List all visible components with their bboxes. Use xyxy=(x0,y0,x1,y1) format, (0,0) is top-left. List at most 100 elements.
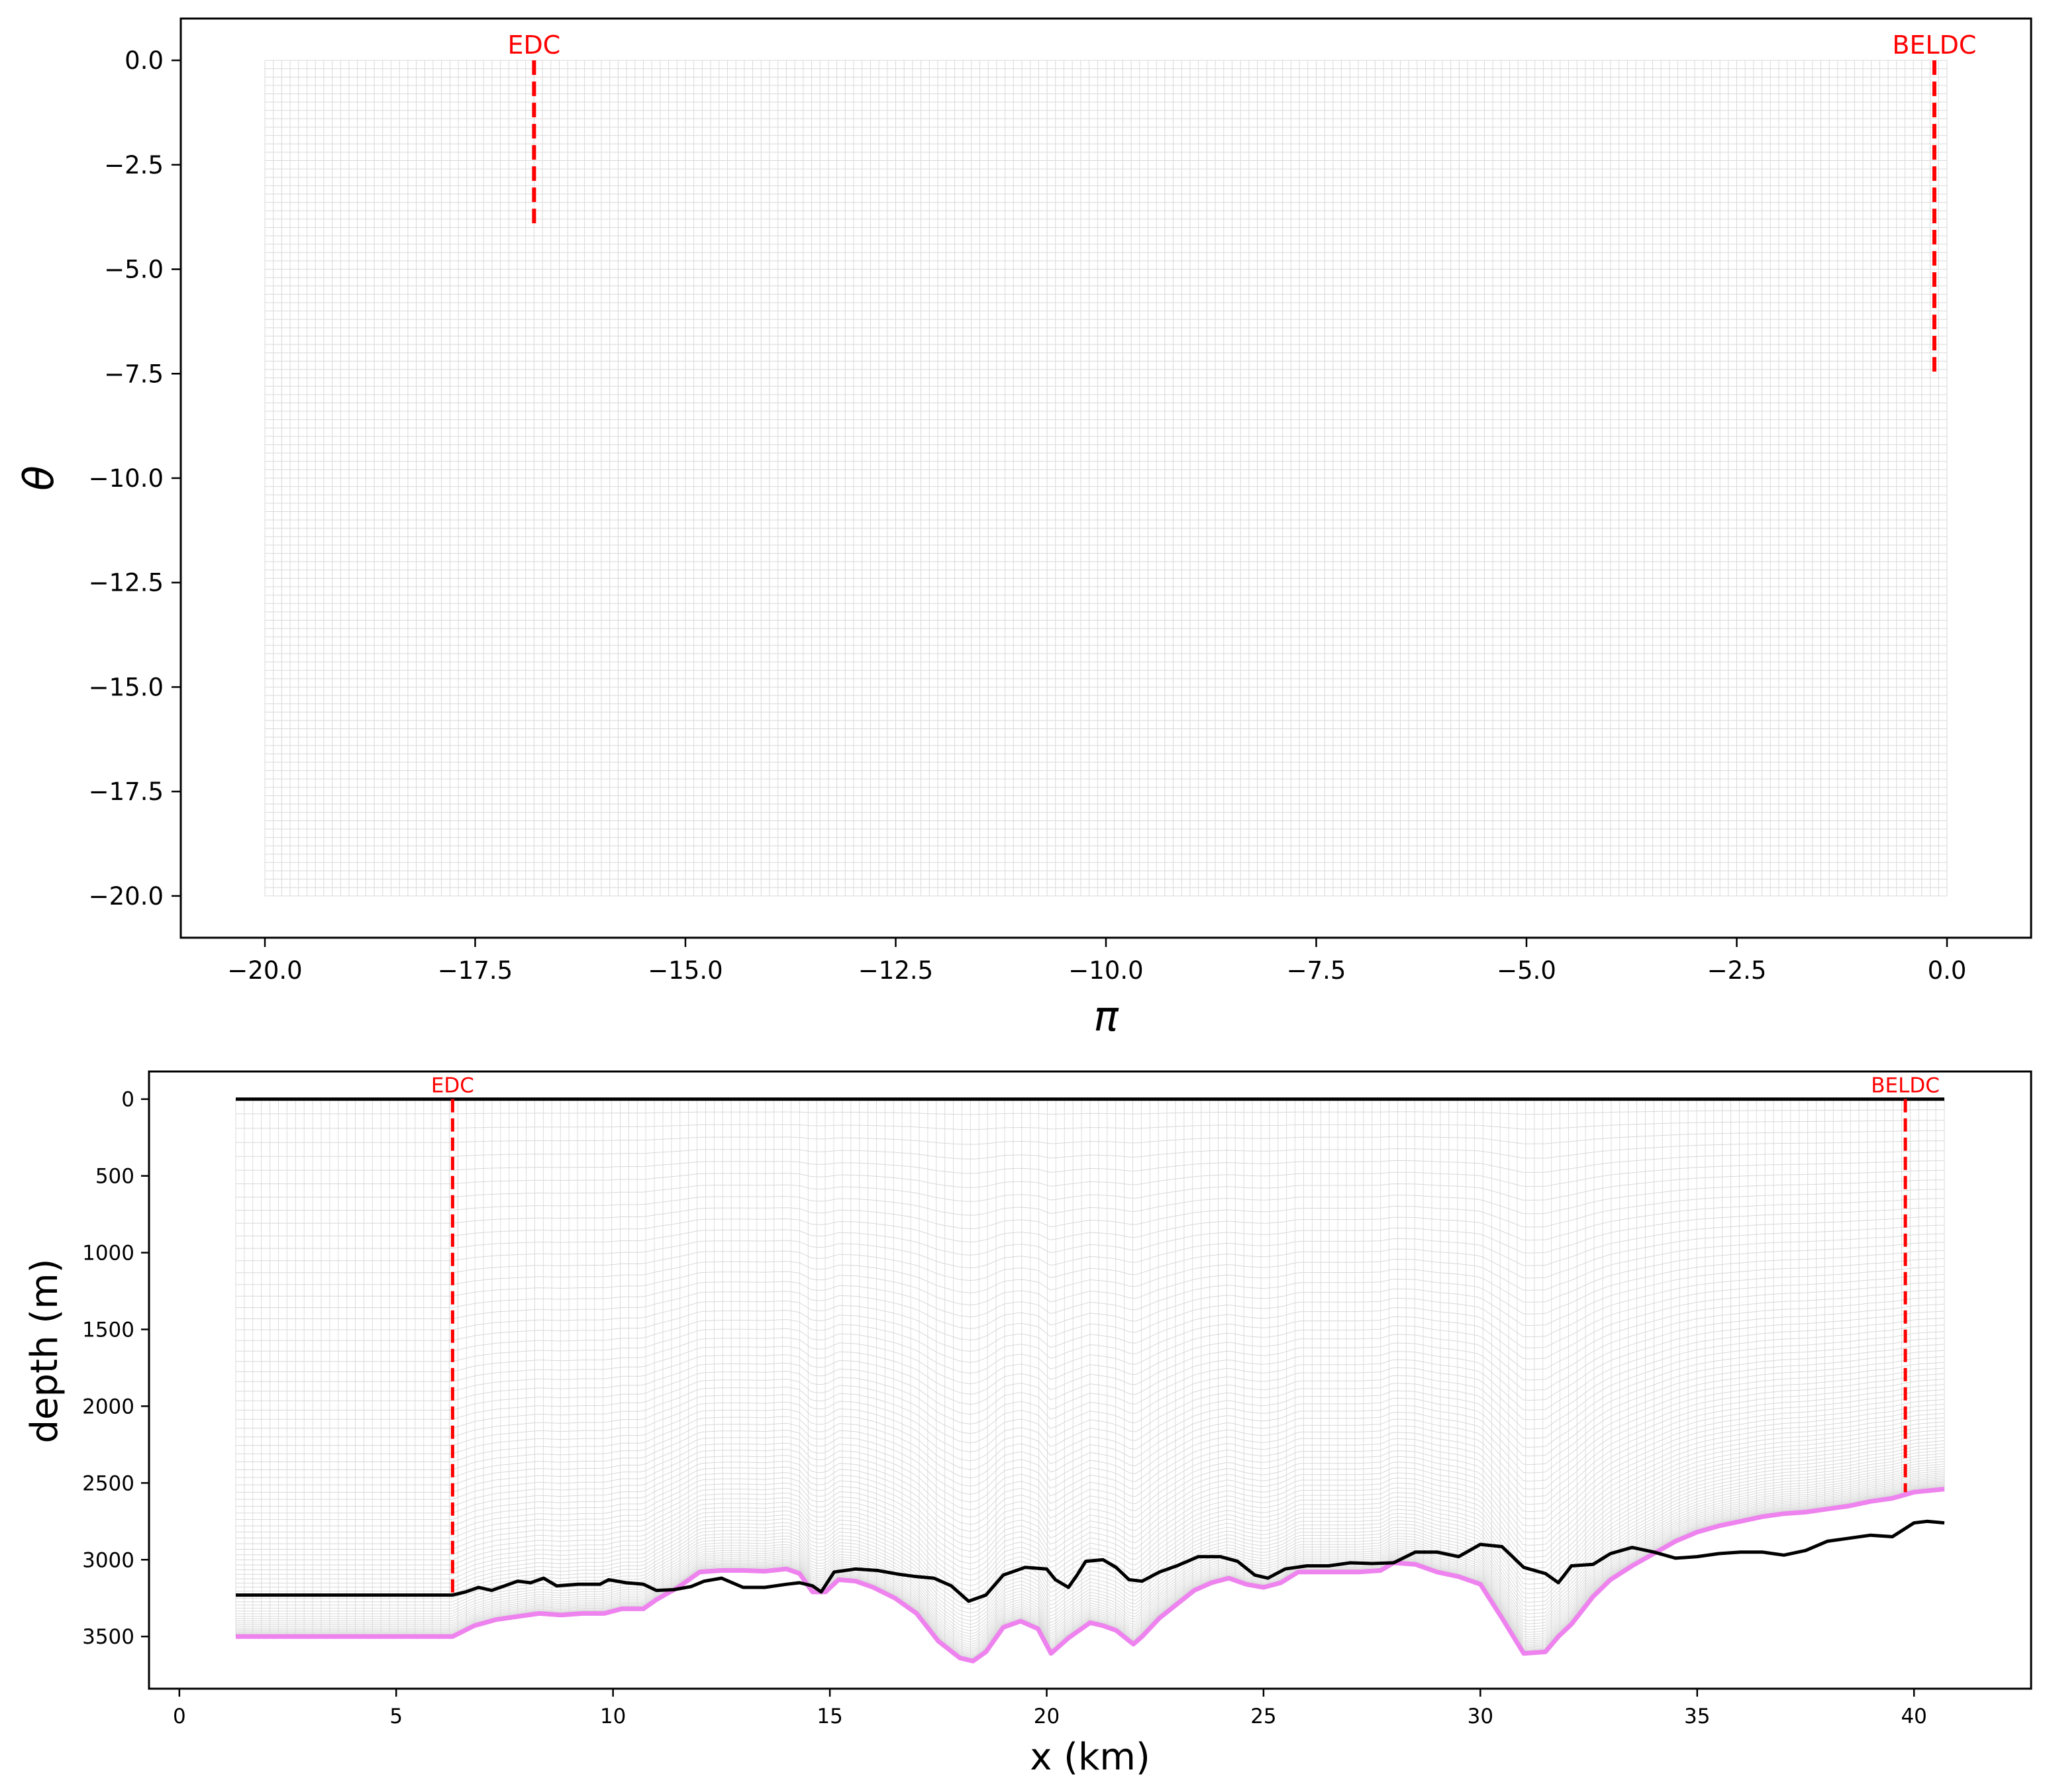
y-axis-label: depth (m) xyxy=(23,1258,66,1443)
grid-line-layer xyxy=(236,1331,1945,1434)
x-axis-label: π xyxy=(1093,992,1119,1040)
grid-line-layer xyxy=(236,1461,1945,1621)
grid-line-layer xyxy=(236,1130,1945,1145)
grid-line-layer xyxy=(236,1483,1945,1654)
grid-line-layer xyxy=(236,1470,1945,1634)
grid-line-layer xyxy=(236,1266,1945,1341)
grid-line-layer xyxy=(236,1216,1945,1269)
grid-line-layer xyxy=(236,1479,1945,1647)
grid-line-layer xyxy=(236,1453,1945,1610)
marker-lines: EDC BELDC xyxy=(507,30,1976,374)
grid-line-layer xyxy=(236,1481,1945,1651)
grid-line-layer xyxy=(236,1258,1945,1329)
y-tick-label: −2.5 xyxy=(104,151,164,179)
grid-line-layer xyxy=(236,1399,1945,1532)
y-tick-label: 500 xyxy=(95,1165,134,1189)
grid-line-layer xyxy=(236,1485,1945,1656)
grid-line-layer xyxy=(236,1273,1945,1352)
x-tick-label: 5 xyxy=(389,1705,403,1728)
grid-line-layer xyxy=(236,1456,1945,1614)
y-tick-label: −10.0 xyxy=(89,464,164,493)
x-tick-label: −7.5 xyxy=(1287,956,1346,985)
x-tick-label: −15.0 xyxy=(648,956,723,985)
y-axis-label: θ xyxy=(15,466,63,491)
grid-line-layer xyxy=(236,1384,1945,1511)
bottom-panel: EDC BELDC 0 5 10 15 20 25 30 35 40 0 500 1000 1500 20… xyxy=(23,1070,2032,1779)
y-ticks: 0 500 1000 1500 2000 2500 3000 3500 xyxy=(82,1088,149,1649)
x-tick-label: −2.5 xyxy=(1707,956,1767,985)
x-ticks: 0 5 10 15 20 25 30 35 40 xyxy=(173,1689,1927,1728)
grid-line-layer xyxy=(236,1486,1945,1658)
grid-mesh xyxy=(264,60,1948,897)
grid-line-layer xyxy=(236,1425,1945,1570)
grid-line-layer xyxy=(236,1379,1945,1503)
y-tick-label: −15.0 xyxy=(89,673,164,701)
x-tick-label: −10.0 xyxy=(1068,956,1143,985)
grid-line-layer xyxy=(236,1350,1945,1462)
grid-line-layer xyxy=(236,1477,1945,1645)
grid-line-layer xyxy=(236,1403,1945,1539)
grid-line-layer xyxy=(236,1170,1945,1202)
x-tick-label: −20.0 xyxy=(227,956,302,985)
x-ticks: −20.0 −17.5 −15.0 −12.5 −10.0 −7.5 −5.0 −2.5 0.0 xyxy=(227,938,1966,985)
grid-line-layer xyxy=(236,1480,1945,1649)
grid-line-layer xyxy=(236,1120,1945,1130)
grid-line-layer xyxy=(236,1466,1945,1628)
grid-line-layer xyxy=(236,1189,1945,1230)
grid-line-layer xyxy=(236,1429,1945,1575)
x-tick-label: 0.0 xyxy=(1928,956,1967,985)
grid-line-layer xyxy=(236,1109,1944,1115)
grid-line-layer xyxy=(236,1413,1945,1552)
grid-line-layer xyxy=(236,1468,1945,1632)
grid-line-layer xyxy=(236,1485,1945,1656)
grid-line-layer xyxy=(236,1483,1945,1652)
grid-mesh xyxy=(235,1099,1945,1661)
grid-line-layer xyxy=(236,1303,1945,1395)
grid-line-layer xyxy=(236,1474,1945,1640)
x-tick-label: 25 xyxy=(1250,1705,1276,1728)
grid-line-layer xyxy=(236,1281,1945,1363)
x-tick-label: 35 xyxy=(1684,1705,1710,1728)
y-tick-label: 2500 xyxy=(82,1471,134,1495)
x-axis-label: x (km) xyxy=(1030,1736,1150,1779)
grid-line-layer xyxy=(236,1311,1945,1405)
y-tick-label: 1000 xyxy=(82,1242,134,1266)
x-tick-label: 10 xyxy=(600,1705,626,1728)
marker-label-beldc: BELDC xyxy=(1892,30,1976,60)
grid-line-layer xyxy=(236,1417,1945,1558)
y-tick-label: −12.5 xyxy=(89,569,164,597)
plot-frame xyxy=(148,1070,2032,1690)
grid-line-layer xyxy=(236,1362,1945,1479)
x-tick-label: 0 xyxy=(173,1705,186,1728)
grid-line-layer xyxy=(236,1436,1945,1587)
x-tick-label: 30 xyxy=(1468,1705,1493,1728)
grid-line-layer xyxy=(236,1458,1945,1618)
magenta-bed-line xyxy=(236,1487,1945,1664)
x-tick-label: 20 xyxy=(1034,1705,1060,1728)
y-tick-label: 1500 xyxy=(82,1318,134,1342)
grid-line-layer xyxy=(236,1289,1945,1374)
y-ticks: 0.0 −2.5 −5.0 −7.5 −10.0 −12.5 −15.0 −17.5 −20.0 xyxy=(89,46,181,911)
grid-line-layer xyxy=(236,1368,1945,1487)
grid-line-layer xyxy=(236,1207,1945,1256)
grid-line-layer xyxy=(236,1421,1945,1564)
marker-label-beldc: BELDC xyxy=(1871,1074,1940,1098)
x-tick-label: 15 xyxy=(817,1705,842,1728)
grid-line-layer xyxy=(236,1408,1945,1546)
grid-line-layer xyxy=(236,1440,1945,1591)
marker-lines: EDC BELDC xyxy=(431,1074,1940,1595)
grid-line-layer xyxy=(236,1337,1945,1444)
grid-line-layer xyxy=(236,1394,1945,1525)
y-tick-label: 0.0 xyxy=(125,46,164,75)
top-panel: EDC BELDC −20.0 −17.5 −15.0 −12.5 −10.0 −7.5 −5… xyxy=(15,17,2032,1040)
y-tick-label: 3500 xyxy=(82,1625,134,1649)
grid-line-layer xyxy=(236,1373,1945,1495)
grid-line-layer xyxy=(236,1296,1945,1385)
grid-line-layer xyxy=(236,1344,1945,1453)
x-tick-label: 40 xyxy=(1901,1705,1926,1728)
grid-line-layer xyxy=(236,1198,1945,1243)
y-tick-label: −17.5 xyxy=(89,777,164,806)
grid-line-layer xyxy=(236,1242,1945,1306)
y-tick-label: 0 xyxy=(121,1088,134,1112)
